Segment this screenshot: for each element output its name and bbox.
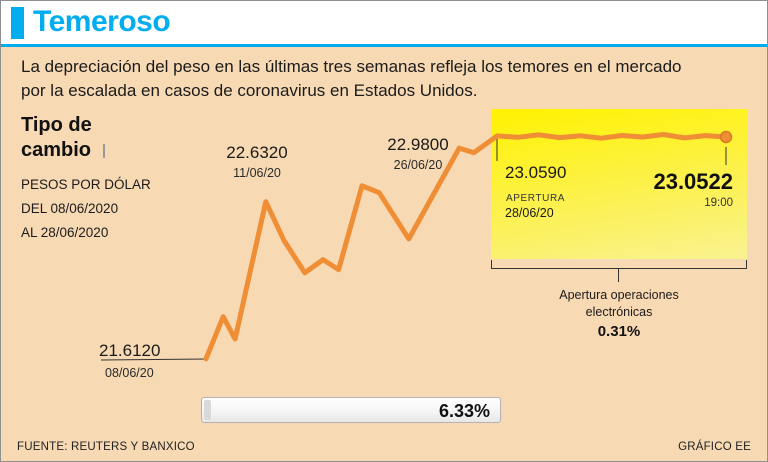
start-date: 08/06/20 — [105, 366, 154, 380]
highlight-bracket — [491, 260, 747, 269]
source-credit: FUENTE: REUTERS Y BANXICO — [17, 441, 195, 453]
callout-percentage: 0.31% — [597, 323, 641, 340]
intro-text: La depreciación del peso en las últimas … — [21, 57, 682, 100]
last-value: 23.0522 — [653, 169, 733, 194]
heading-tick — [103, 144, 105, 158]
callout-text: Apertura operaciones electrónicas — [559, 288, 679, 319]
open-date: 28/06/20 — [505, 206, 554, 220]
peak-point-label: 22.6320 11/06/20 — [209, 143, 305, 180]
highlight-bracket-tick — [618, 269, 619, 282]
open-label: APERTURA — [506, 193, 566, 204]
graphic-credit: GRÁFICO EE — [678, 441, 751, 453]
title-accent-block — [11, 7, 24, 39]
pre-open-point-label: 22.9800 26/06/20 — [369, 135, 467, 172]
last-time: 19:00 — [704, 197, 733, 209]
header-band: Temeroso — [1, 1, 767, 47]
gauge-thumb — [204, 400, 211, 420]
open-value: 23.0590 — [505, 163, 567, 182]
page-title: Temeroso — [33, 5, 171, 38]
pre-open-value: 22.9800 — [387, 135, 449, 154]
peak-date: 11/06/20 — [233, 166, 281, 180]
gauge-percentage: 6.33% — [438, 401, 490, 421]
chart-heading: Tipo de cambio — [21, 114, 92, 161]
pre-open-date: 26/06/20 — [393, 158, 443, 172]
chart-subheading: PESOS POR DÓLAR DEL 08/06/2020 AL 28/06/… — [21, 177, 151, 240]
intraday-highlight-box: 23.0590 APERTURA 28/06/20 23.0522 19:00 — [491, 109, 747, 259]
peak-value: 22.6320 — [226, 143, 288, 162]
start-value: 21.6120 — [99, 341, 161, 360]
depreciation-gauge: 6.33% — [201, 397, 501, 423]
start-point-label: 21.6120 08/06/20 — [99, 341, 191, 380]
